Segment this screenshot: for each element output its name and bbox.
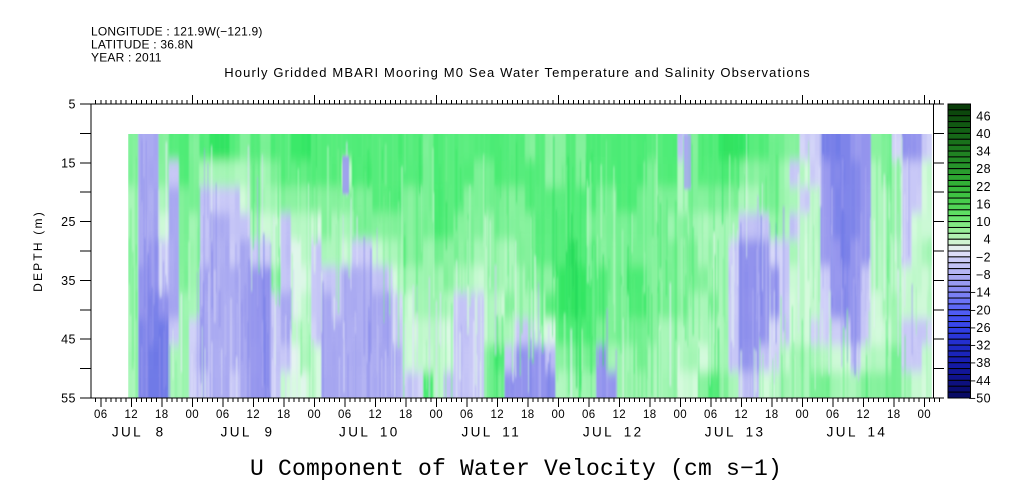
svg-text:DEPTH (m): DEPTH (m) xyxy=(31,210,45,292)
svg-text:5: 5 xyxy=(69,98,76,112)
svg-text:JUL 13: JUL 13 xyxy=(705,425,766,440)
svg-text:00: 00 xyxy=(796,409,810,421)
svg-text:LATITUDE : 36.8N: LATITUDE : 36.8N xyxy=(91,38,193,52)
svg-text:00: 00 xyxy=(186,409,200,421)
svg-text:JUL 9: JUL 9 xyxy=(221,425,275,440)
svg-text:06: 06 xyxy=(582,409,596,421)
svg-text:00: 00 xyxy=(918,409,932,421)
svg-text:JUL 14: JUL 14 xyxy=(827,425,888,440)
svg-text:28: 28 xyxy=(976,162,991,176)
svg-text:18: 18 xyxy=(521,409,535,421)
svg-text:4: 4 xyxy=(984,233,991,247)
svg-text:12: 12 xyxy=(125,409,139,421)
svg-text:34: 34 xyxy=(976,145,991,159)
svg-text:U Component of Water Velocity: U Component of Water Velocity (cm s−1) xyxy=(250,456,782,482)
svg-text:25: 25 xyxy=(61,215,76,229)
svg-text:12: 12 xyxy=(857,409,871,421)
svg-text:−26: −26 xyxy=(969,321,991,335)
svg-text:06: 06 xyxy=(826,409,840,421)
svg-text:−20: −20 xyxy=(969,303,991,317)
svg-text:45: 45 xyxy=(61,333,76,347)
svg-text:06: 06 xyxy=(216,409,230,421)
svg-text:15: 15 xyxy=(61,156,76,170)
svg-text:JUL 10: JUL 10 xyxy=(339,425,400,440)
svg-text:35: 35 xyxy=(61,274,76,288)
svg-text:12: 12 xyxy=(247,409,261,421)
svg-text:18: 18 xyxy=(399,409,413,421)
svg-text:10: 10 xyxy=(976,215,991,229)
svg-text:JUL 8: JUL 8 xyxy=(112,425,166,440)
svg-text:JUL 12: JUL 12 xyxy=(583,425,644,440)
svg-text:−44: −44 xyxy=(969,374,991,388)
svg-text:JUL 11: JUL 11 xyxy=(461,425,521,440)
svg-text:YEAR : 2011: YEAR : 2011 xyxy=(91,51,162,65)
svg-text:12: 12 xyxy=(613,409,627,421)
svg-text:−14: −14 xyxy=(969,286,991,300)
svg-text:−8: −8 xyxy=(976,268,991,282)
svg-text:18: 18 xyxy=(887,409,901,421)
svg-text:LONGITUDE : 121.9W(−121.9): LONGITUDE : 121.9W(−121.9) xyxy=(91,25,263,39)
svg-text:00: 00 xyxy=(308,409,322,421)
svg-text:00: 00 xyxy=(430,409,444,421)
svg-text:46: 46 xyxy=(976,109,991,123)
svg-text:−2: −2 xyxy=(976,250,991,264)
svg-text:00: 00 xyxy=(674,409,688,421)
svg-text:18: 18 xyxy=(155,409,169,421)
svg-text:12: 12 xyxy=(735,409,749,421)
svg-text:18: 18 xyxy=(277,409,291,421)
svg-text:06: 06 xyxy=(94,409,108,421)
svg-text:12: 12 xyxy=(369,409,383,421)
svg-text:55: 55 xyxy=(61,392,76,406)
svg-text:12: 12 xyxy=(491,409,505,421)
svg-text:06: 06 xyxy=(338,409,352,421)
svg-text:22: 22 xyxy=(976,180,991,194)
svg-text:40: 40 xyxy=(976,127,991,141)
svg-text:00: 00 xyxy=(552,409,566,421)
svg-text:16: 16 xyxy=(976,197,991,211)
svg-text:−32: −32 xyxy=(969,339,991,353)
svg-text:−38: −38 xyxy=(969,356,991,370)
svg-text:Hourly Gridded MBARI Mooring M: Hourly Gridded MBARI Mooring M0 Sea Wate… xyxy=(224,65,810,80)
svg-text:−50: −50 xyxy=(969,392,991,406)
svg-text:18: 18 xyxy=(765,409,779,421)
svg-text:06: 06 xyxy=(704,409,718,421)
svg-text:06: 06 xyxy=(460,409,474,421)
svg-text:18: 18 xyxy=(643,409,657,421)
